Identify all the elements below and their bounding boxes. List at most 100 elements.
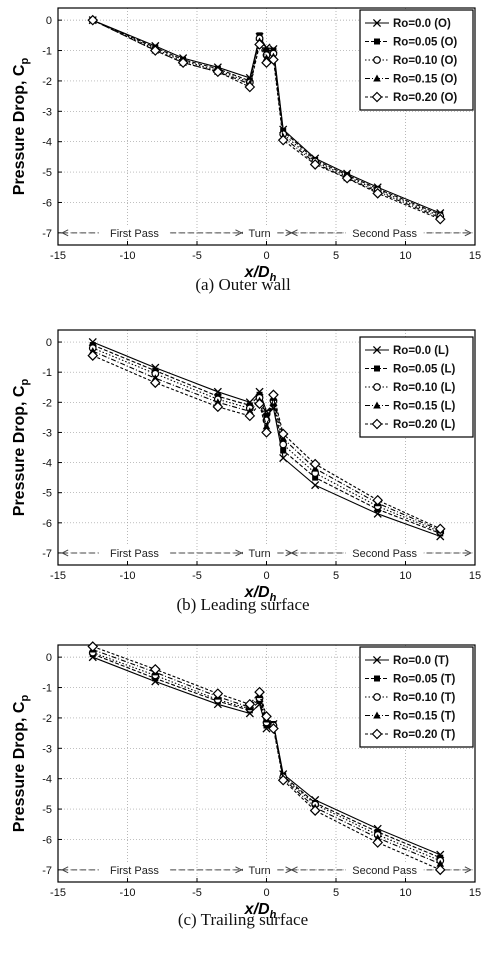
- data-point: [244, 410, 256, 422]
- data-point: [87, 350, 99, 361]
- legend-label: Ro=0.10 (L): [393, 382, 455, 394]
- legend-label: Ro=0.10 (T): [393, 692, 455, 704]
- zone-label-bg: [98, 862, 170, 876]
- legend-marker: [372, 18, 382, 28]
- zone-arrowhead-left: [290, 549, 298, 557]
- x-axis-title-text: x/D: [244, 264, 270, 281]
- data-point: [309, 159, 321, 170]
- legend-marker: [373, 74, 381, 82]
- y-tick-label: -4: [42, 137, 52, 149]
- data-point: [279, 453, 288, 463]
- zone-arrowhead-left: [61, 549, 69, 557]
- y-tick-label: -6: [42, 197, 52, 209]
- x-tick-label: 5: [333, 570, 339, 582]
- x-tick-label: 0: [263, 570, 269, 582]
- data-point: [263, 47, 270, 54]
- y-tick-label: -4: [42, 458, 52, 470]
- data-point: [372, 837, 384, 848]
- x-axis-title-subscript: h: [270, 272, 277, 284]
- y-tick-label: -6: [42, 518, 52, 530]
- data-point: [263, 412, 270, 419]
- legend: Ro=0.0 (O) Ro=0.05 (O) Ro=0.10 (O) Ro=0.15 …: [359, 9, 474, 111]
- data-point: [268, 389, 279, 401]
- zone-label: Turn: [248, 865, 270, 877]
- legend-label: Ro=0.15 (L): [393, 401, 455, 413]
- legend-label: Ro=0.20 (T): [393, 729, 455, 741]
- legend-label: Ro=0.05 (O): [393, 37, 457, 49]
- data-point: [280, 447, 287, 454]
- y-tick-label: -3: [42, 743, 52, 755]
- legend-marker: [374, 365, 380, 372]
- chart-panel-3: -15 -10 -5 0 5 10 15 0 -1 -2 -3 -4 -5 -6 -7 First Pass T…: [11, 641, 481, 929]
- zone-label-bg: [242, 225, 277, 239]
- y-tick-label: -7: [42, 865, 52, 877]
- legend-box: [359, 646, 474, 748]
- zone-arrowhead-right: [464, 229, 472, 237]
- legend: Ro=0.0 (T) Ro=0.05 (T) Ro=0.10 (T) Ro=0.15 …: [359, 646, 474, 748]
- data-point: [262, 422, 271, 430]
- y-tick-label: -6: [42, 834, 52, 846]
- data-point: [261, 711, 272, 722]
- zone-arrowhead-left: [61, 229, 69, 237]
- data-point: [312, 474, 319, 481]
- data-point: [254, 398, 265, 410]
- y-tick-label: -5: [42, 167, 52, 179]
- x-axis-title-subscript: h: [270, 592, 277, 604]
- x-tick-label: -10: [120, 570, 136, 582]
- y-axis-title: Pressure Drop, Cp: [11, 58, 31, 196]
- data-point: [434, 864, 446, 876]
- y-tick-label: -1: [42, 46, 52, 58]
- series-line: [92, 649, 441, 865]
- x-tick-label: -5: [192, 887, 202, 899]
- legend-label: Ro=0.15 (T): [393, 711, 455, 723]
- zone-label-bg: [98, 225, 170, 239]
- x-tick-label: 10: [399, 570, 411, 582]
- legend-marker: [373, 401, 381, 409]
- legend-label: Ro=0.0 (O): [393, 18, 451, 30]
- y-tick-label: 0: [46, 337, 52, 349]
- legend-label: Ro=0.20 (L): [393, 419, 455, 431]
- zone-arrowhead-left: [290, 866, 298, 874]
- y-axis-title-text: Pressure Drop, C: [11, 64, 28, 195]
- x-axis-title: x/Dh: [244, 584, 277, 604]
- y-axis-title-subscript: p: [19, 695, 31, 702]
- legend-marker: [373, 711, 381, 719]
- y-axis-title-text: Pressure Drop, C: [11, 701, 28, 832]
- zone-label-bg: [346, 862, 424, 876]
- x-tick-label: -15: [50, 887, 66, 899]
- legend-marker: [371, 418, 383, 430]
- zone-arrowhead-left: [61, 866, 69, 874]
- x-tick-label: -5: [192, 570, 202, 582]
- data-point: [254, 686, 265, 698]
- data-point: [277, 774, 289, 786]
- data-point: [372, 187, 384, 199]
- zone-label: First Pass: [110, 228, 159, 240]
- y-tick-label: -1: [42, 683, 52, 695]
- y-tick-label: -7: [42, 228, 52, 240]
- x-axis-title: x/Dh: [244, 901, 277, 921]
- data-point: [372, 494, 384, 506]
- zone-label: Second Pass: [352, 228, 417, 240]
- data-point: [311, 481, 320, 490]
- x-tick-label: -15: [50, 250, 66, 262]
- legend-marker: [371, 728, 383, 740]
- legend: Ro=0.0 (L) Ro=0.05 (L) Ro=0.10 (L) Ro=0.15 …: [359, 336, 474, 438]
- zone-arrowhead-right: [464, 549, 472, 557]
- legend-label: Ro=0.10 (O): [393, 55, 457, 67]
- zone-label: Second Pass: [352, 548, 417, 560]
- series-line: [92, 355, 441, 530]
- zone-label: Turn: [248, 548, 270, 560]
- series-5: [87, 350, 446, 535]
- x-tick-label: 15: [469, 887, 481, 899]
- y-axis-title: Pressure Drop, Cp: [11, 695, 31, 833]
- y-axis-title-subscript: p: [19, 379, 31, 386]
- data-point: [277, 428, 289, 440]
- legend-marker: [373, 693, 381, 701]
- legend-marker: [373, 56, 381, 64]
- y-tick-label: -3: [42, 106, 52, 118]
- legend-marker: [374, 38, 380, 45]
- y-axis-title-subscript: p: [19, 58, 31, 65]
- panel-caption: (a) Outer wall: [195, 275, 291, 294]
- legend-label: Ro=0.15 (O): [393, 74, 457, 86]
